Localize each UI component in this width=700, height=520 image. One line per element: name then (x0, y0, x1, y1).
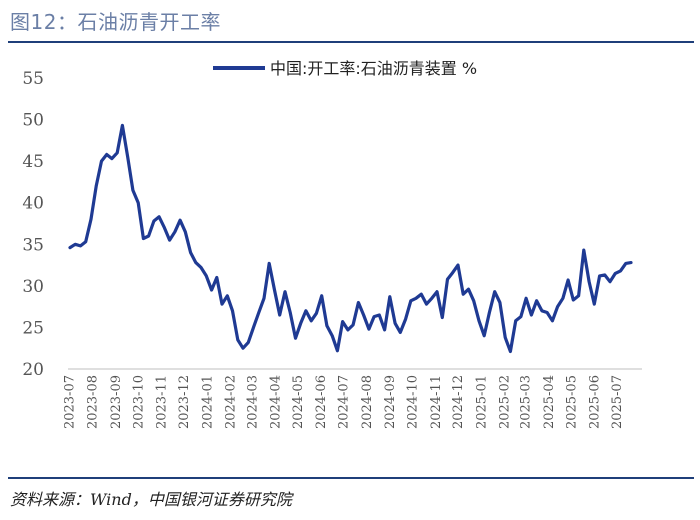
y-tick-label: 35 (22, 235, 44, 255)
x-tick-label: 2024-06 (314, 375, 329, 429)
legend-label: 中国:开工率:石油沥青装置 % (270, 59, 477, 78)
x-tick-label: 2025-03 (519, 375, 534, 429)
x-tick-label: 2024-05 (291, 375, 306, 429)
legend: 中国:开工率:石油沥青装置 % (213, 59, 477, 78)
x-tick-label: 2025-07 (610, 375, 625, 429)
x-tick-label: 2024-09 (383, 375, 398, 429)
x-tick-label: 2025-06 (588, 375, 603, 429)
y-tick-label: 20 (22, 360, 44, 380)
source-note: 资料来源：Wind，中国银河证券研究院 (10, 490, 292, 509)
y-tick-label: 40 (22, 194, 44, 214)
y-tick-label: 25 (22, 318, 44, 338)
x-tick-label: 2024-04 (268, 375, 283, 429)
figure-title: 图12：石油沥青开工率 (10, 10, 221, 34)
x-tick-label: 2024-10 (406, 375, 421, 429)
y-axis: 20 25 30 35 40 45 50 55 (22, 69, 44, 380)
y-tick-label: 45 (22, 152, 44, 172)
x-tick-label: 2024-03 (245, 375, 260, 429)
x-tick-label: 2023-12 (177, 375, 192, 429)
x-tick-label: 2025-05 (564, 375, 579, 429)
y-tick-label: 30 (22, 277, 44, 297)
x-tick-label: 2023-09 (109, 375, 124, 429)
x-tick-label: 2023-07 (63, 375, 78, 429)
x-tick-label: 2023-11 (155, 375, 170, 429)
x-tick-label: 2025-01 (474, 375, 489, 429)
x-tick-label: 2024-12 (451, 375, 466, 429)
x-tick-label: 2024-02 (224, 375, 239, 429)
x-tick-label: 2023-10 (131, 375, 146, 429)
title-rule (8, 41, 694, 43)
x-axis: 2023-07 2023-08 2023-09 2023-10 2023-11 2023-… (63, 368, 642, 429)
x-tick-label: 2024-07 (337, 375, 352, 429)
footer-rule (8, 477, 694, 479)
y-tick-label: 50 (22, 111, 44, 131)
x-tick-label: 2025-02 (498, 375, 513, 429)
series-line (68, 123, 633, 354)
x-tick-label: 2024-01 (200, 375, 215, 429)
y-tick-label: 55 (22, 69, 44, 89)
plot-area (68, 123, 633, 354)
x-tick-label: 2024-11 (429, 375, 444, 429)
x-tick-label: 2024-08 (360, 375, 375, 429)
x-tick-label: 2025-04 (542, 375, 557, 429)
x-tick-label: 2023-08 (86, 375, 101, 429)
